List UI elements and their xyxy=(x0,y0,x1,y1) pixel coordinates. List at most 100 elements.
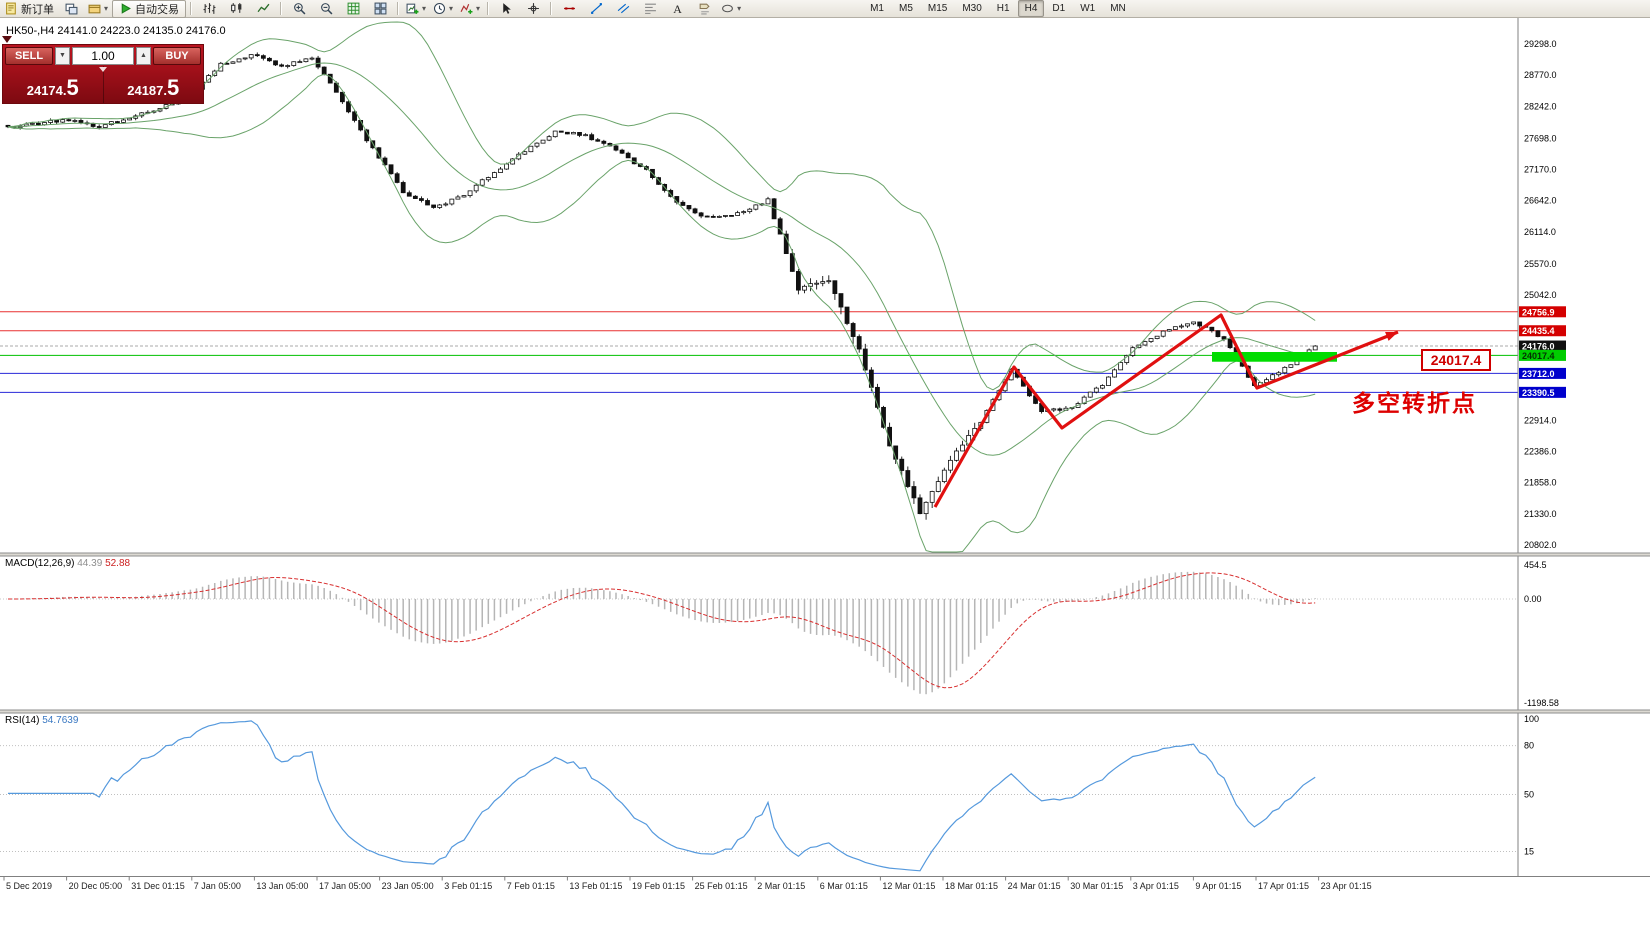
bollinger-bands-layer xyxy=(7,21,1316,553)
candlestick-chart-type-button[interactable] xyxy=(223,0,249,18)
timeframe-mn-button[interactable]: MN xyxy=(1110,3,1126,14)
axis-label: 23712.0 xyxy=(1522,369,1555,379)
rsi-line xyxy=(8,720,1316,872)
grid-button[interactable] xyxy=(340,0,366,18)
axis-label: 13 Jan 05:00 xyxy=(256,881,308,891)
axis-label: 17 Apr 01:15 xyxy=(1258,881,1309,891)
axis-label: 26642.0 xyxy=(1524,196,1557,206)
axis-label: 2 Mar 01:15 xyxy=(757,881,805,891)
candles-layer xyxy=(5,52,1318,520)
zoom-in-button[interactable] xyxy=(286,0,312,18)
svg-text:A: A xyxy=(673,2,682,15)
crosshair-button[interactable] xyxy=(520,0,546,18)
axis-label: 17 Jan 05:00 xyxy=(319,881,371,891)
period-icon xyxy=(434,2,446,15)
dropdown-caret-icon: ▾ xyxy=(104,4,109,13)
axis-label: 18 Mar 01:15 xyxy=(945,881,998,891)
timeframe-w1-button[interactable]: W1 xyxy=(1080,3,1096,14)
panel-frames-layer xyxy=(0,18,1650,877)
horizontal-line-button[interactable] xyxy=(556,0,582,18)
timeframe-m15-button[interactable]: M15 xyxy=(927,3,948,14)
trend-arrow[interactable] xyxy=(933,313,1399,508)
volume-input[interactable]: 1.00 xyxy=(72,47,134,65)
support-line-2-tag xyxy=(1519,386,1566,398)
buy-button[interactable]: BUY xyxy=(153,47,201,65)
axis-label: 80 xyxy=(1524,741,1534,751)
autotrading-button[interactable]: 自动交易 xyxy=(112,0,187,18)
one-click-trading-panel: SELL ▼ 1.00 ▲ BUY 24174. 5 24187. 5 xyxy=(2,44,204,104)
axis-label: 13 Feb 01:15 xyxy=(569,881,622,891)
tile-windows-button[interactable] xyxy=(367,0,393,18)
trendline-icon xyxy=(590,3,602,14)
time-axis[interactable]: 5 Dec 2019 20 Dec 05:00 31 Dec 01:15 7 Jan … xyxy=(3,876,1372,892)
label-icon xyxy=(699,3,710,15)
bar-chart-type-button[interactable] xyxy=(196,0,222,18)
dropdown-caret-icon: ▾ xyxy=(449,4,454,13)
axis-label: 22914.0 xyxy=(1524,415,1557,425)
buy-price[interactable]: 24187. 5 xyxy=(104,66,204,103)
timeframe-d1-button[interactable]: D1 xyxy=(1052,3,1066,14)
new-chart-icon xyxy=(406,3,419,14)
panel-splitter[interactable] xyxy=(0,553,1650,557)
axis-label: 28770.0 xyxy=(1524,70,1557,80)
axis-label: 29298.0 xyxy=(1524,39,1557,49)
one-click-collapse-icon[interactable] xyxy=(2,36,12,43)
volume-decrease-button[interactable]: ▼ xyxy=(55,47,70,65)
shapes-button[interactable]: ▾ xyxy=(718,0,744,18)
axis-label: 24017.4 xyxy=(1522,351,1555,361)
profiles-icon xyxy=(88,4,101,14)
axis-label: 31 Dec 01:15 xyxy=(131,881,185,891)
timeframe-h4-button[interactable]: H4 xyxy=(1017,0,1045,17)
text-button[interactable]: A xyxy=(664,0,690,18)
sell-price[interactable]: 24174. 5 xyxy=(3,66,104,103)
zoom-out-button[interactable] xyxy=(313,0,339,18)
macd-indicator-label: MACD(12,26,9) 44.39 52.88 xyxy=(5,558,131,569)
axis-label: 100 xyxy=(1524,714,1539,724)
timeframe-m30-button[interactable]: M30 xyxy=(962,3,982,14)
axis-label: 24756.9 xyxy=(1522,307,1555,317)
fibonacci-button[interactable] xyxy=(637,0,663,18)
profiles-button[interactable]: ▾ xyxy=(85,0,111,18)
new-order-button[interactable]: 新订单 xyxy=(2,0,57,18)
indicators-button[interactable]: ▾ xyxy=(457,0,483,18)
price-callout[interactable]: 24017.4 xyxy=(1421,349,1491,371)
timeframe-m1-button[interactable]: M1 xyxy=(870,3,884,14)
toolbar-separator xyxy=(550,2,553,15)
axis-label: 23390.5 xyxy=(1522,388,1555,398)
new-chart-button[interactable]: ▾ xyxy=(403,0,429,18)
toolbar: 新订单 ▾ 自动交易 ▾ ▾ ▾ A ▾ M1 M5 M15 M30 H1 H4 D1 W1 MN xyxy=(0,0,1650,18)
timeframe-h1-button[interactable]: H1 xyxy=(996,3,1010,14)
timeframe-group: M1 M5 M15 M30 H1 H4 D1 W1 MN xyxy=(863,0,1133,17)
candlestick-chart-type-icon xyxy=(230,3,241,13)
volume-increase-button[interactable]: ▲ xyxy=(136,47,151,65)
channel-button[interactable] xyxy=(610,0,636,18)
pivot-zone-box[interactable] xyxy=(1212,351,1337,362)
axis-label: -1198.58 xyxy=(1524,698,1559,708)
panel-splitter[interactable] xyxy=(0,710,1650,714)
axis-label: 27170.0 xyxy=(1524,164,1557,174)
timeframe-m5-button[interactable]: M5 xyxy=(898,3,913,14)
pivot-annotation[interactable]: 多空转折点 xyxy=(1352,390,1477,416)
sell-button[interactable]: SELL xyxy=(5,47,53,65)
label-button[interactable] xyxy=(691,0,717,18)
chart-canvas[interactable]: 24756.924435.424176.024017.423712.023390… xyxy=(0,18,1650,944)
axis-label: 25042.0 xyxy=(1524,290,1557,300)
axis-label: 21858.0 xyxy=(1524,478,1557,488)
trendline-button[interactable] xyxy=(583,0,609,18)
rsi-layer xyxy=(0,720,1518,872)
axis-label: 0.00 xyxy=(1524,594,1542,604)
rsi-indicator-label: RSI(14) 54.7639 xyxy=(5,715,79,726)
toolbar-separator xyxy=(190,2,193,15)
axis-label: 25570.0 xyxy=(1524,259,1557,269)
line-chart-type-button[interactable] xyxy=(250,0,276,18)
chart-windows-button[interactable] xyxy=(58,0,84,18)
cursor-button[interactable] xyxy=(493,0,519,18)
autotrading-icon xyxy=(121,3,131,14)
support-line-1-tag xyxy=(1519,367,1566,379)
autotrading-button-label: 自动交易 xyxy=(135,3,180,16)
axis-label: 25 Feb 01:15 xyxy=(695,881,748,891)
period-button[interactable]: ▾ xyxy=(430,0,456,18)
axis-label: 12 Mar 01:15 xyxy=(882,881,935,891)
axis-label: 6 Mar 01:15 xyxy=(820,881,868,891)
